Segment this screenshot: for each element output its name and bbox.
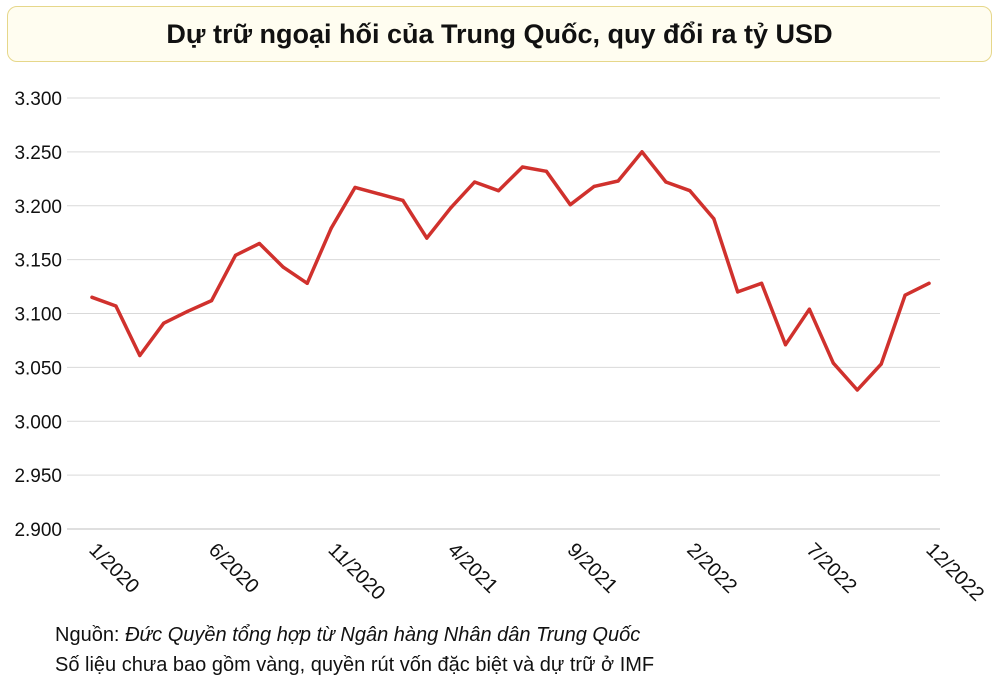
data-point	[807, 307, 812, 311]
data-point	[664, 180, 668, 184]
x-tick-label: 11/2020	[324, 539, 390, 605]
data-point	[233, 253, 238, 257]
x-tick-label: 2/2022	[682, 539, 741, 598]
data-point	[162, 321, 166, 325]
data-point	[544, 169, 548, 173]
x-tick-label: 6/2020	[204, 539, 263, 598]
x-tick-label: 9/2021	[563, 539, 622, 598]
data-point	[186, 309, 190, 313]
series-line	[90, 150, 931, 392]
x-tick-label: 7/2022	[802, 539, 861, 598]
data-point	[114, 304, 118, 308]
data-point	[473, 180, 477, 184]
data-point	[736, 290, 740, 294]
data-point	[879, 362, 883, 366]
data-point	[903, 293, 907, 297]
x-tick-label: 4/2021	[443, 539, 502, 598]
data-point	[353, 185, 357, 190]
data-point	[616, 179, 620, 183]
y-tick-label: 3.000	[14, 412, 62, 433]
data-point	[568, 203, 572, 207]
data-point	[305, 281, 309, 285]
data-point	[425, 236, 429, 240]
data-point	[520, 165, 525, 169]
data-point	[592, 184, 596, 188]
data-point	[90, 295, 94, 299]
data-point	[927, 281, 931, 285]
chart-title: Dự trữ ngoại hối của Trung Quốc, quy đổi…	[166, 18, 833, 49]
data-point	[377, 192, 381, 196]
data-point	[257, 241, 261, 246]
data-note: Số liệu chưa bao gồm vàng, quyền rút vốn…	[55, 654, 655, 676]
y-tick-label: 3.050	[14, 358, 62, 379]
x-tick-label: 1/2020	[84, 539, 143, 598]
chart-title-box: Dự trữ ngoại hối của Trung Quốc, quy đổi…	[7, 6, 992, 62]
data-point	[138, 353, 142, 358]
data-point	[401, 198, 405, 202]
data-point	[688, 189, 692, 193]
x-axis-ticks: 1/2020 6/2020 11/2020 4/2021 9/2021 2/2022 7/2…	[84, 539, 988, 606]
source-label: Nguồn:	[55, 624, 120, 646]
y-tick-label: 3.250	[14, 143, 62, 164]
grid-lines	[67, 97, 940, 530]
source-text: Đức Quyền tổng hợp từ Ngân hàng Nhân dân…	[125, 624, 641, 646]
y-axis-ticks: 2.900 2.950 3.000 3.050 3.100 3.150 3.200 3.250…	[14, 89, 62, 541]
data-point	[496, 189, 501, 193]
source-note: Nguồn: Đức Quyền tổng hợp từ Ngân hàng N…	[55, 624, 640, 647]
data-point	[640, 150, 644, 154]
data-point	[281, 265, 285, 269]
data-point	[855, 388, 859, 392]
data-point	[760, 281, 764, 285]
data-point	[783, 343, 788, 347]
x-tick-label: 12/2022	[921, 539, 988, 606]
data-point	[712, 217, 716, 221]
data-point	[831, 361, 835, 365]
data-point	[329, 226, 333, 230]
y-tick-label: 2.900	[14, 520, 62, 541]
y-tick-label: 3.300	[14, 89, 62, 110]
y-tick-label: 2.950	[14, 466, 62, 487]
data-point	[209, 298, 214, 303]
data-point	[449, 206, 453, 210]
y-tick-label: 3.200	[14, 197, 62, 218]
y-tick-label: 3.100	[14, 305, 62, 326]
y-tick-label: 3.150	[14, 251, 62, 272]
series-layer	[90, 150, 931, 392]
